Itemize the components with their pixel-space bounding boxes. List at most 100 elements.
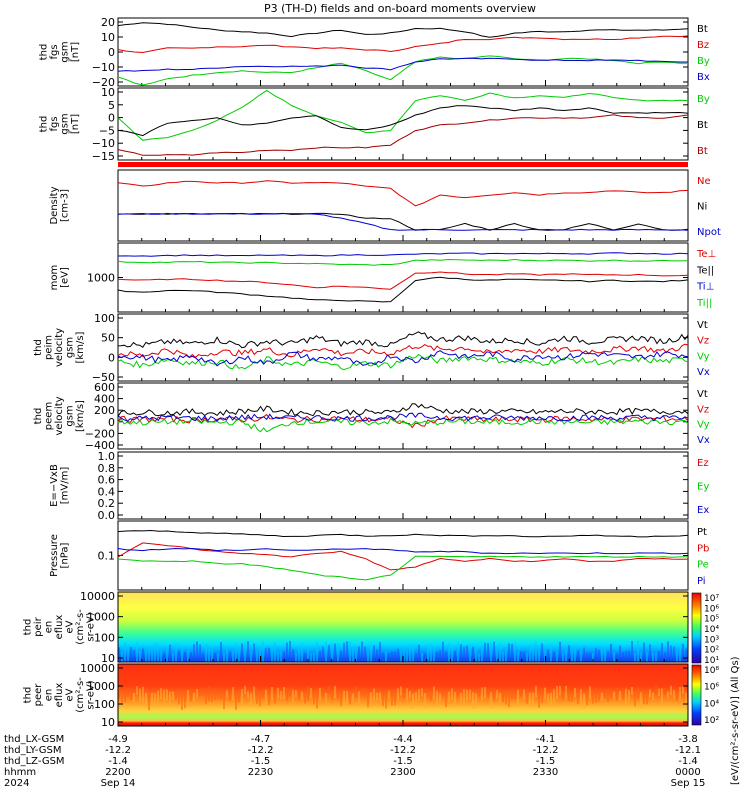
legend-Ne: Ne	[697, 176, 711, 187]
footer-value: -12.2	[105, 745, 131, 756]
ytick-label: 20	[101, 16, 115, 29]
legend-Bt: Bt	[697, 120, 708, 131]
legend-Ez: Ez	[697, 458, 709, 469]
ytick-label: 10000	[80, 662, 115, 675]
footer-row-label: thd_LY-GSM	[4, 745, 61, 756]
series-line-Vx	[117, 350, 689, 367]
ytick-label: 1000	[87, 680, 115, 693]
ylabel-line: fgs	[49, 116, 60, 131]
legend-Ni: Ni	[697, 202, 707, 213]
ytick-label: 1.0	[98, 450, 116, 463]
ylabel-line: gsm	[65, 337, 76, 358]
ylabel-line: [mV/m]	[59, 467, 70, 505]
footer-value: -12.2	[390, 745, 416, 756]
footer-row-label: thd_LZ-GSM	[4, 756, 65, 767]
footer-value: 2300	[390, 767, 415, 778]
ytick-label: 100	[94, 312, 115, 325]
ytick-label: 0.0	[98, 509, 116, 522]
colorbar-tick-label: 10⁶	[704, 604, 719, 614]
legend-Pe: Pe	[697, 560, 709, 571]
footer-value: Sep 15	[671, 778, 706, 789]
legend-Bt: Bt	[697, 24, 708, 35]
footer-value: 2230	[248, 767, 273, 778]
footer-value: -4.7	[251, 734, 271, 745]
series-line-Bt	[117, 105, 689, 137]
ytick-label: 200	[94, 404, 115, 417]
legend-Pt: Pt	[697, 527, 707, 538]
ylabel-line: E=−VxB	[49, 464, 60, 507]
legend-Pi: Pi	[697, 576, 706, 587]
data-quality-bar	[118, 162, 688, 167]
ytick-label: 100	[94, 698, 115, 711]
colorbar-tick-label: 10⁶	[704, 683, 719, 693]
ylabel-line: en	[44, 621, 55, 634]
ytick-label: 0	[108, 351, 115, 364]
colorbar-tick-label: 10¹	[704, 656, 719, 666]
panel-peim_velocity: 100 50 0 −50 thd peim velocity gsm [km/s] Vt Vz Vy V…	[33, 312, 710, 384]
legend-Vz: Vz	[697, 336, 709, 347]
footer-value: -1.5	[393, 756, 413, 767]
footer-value: -1.5	[536, 756, 556, 767]
ytick-label: −5	[99, 124, 115, 137]
ytick-label: 600	[94, 381, 115, 394]
peim_velocity-frame	[117, 313, 689, 382]
series-line-Ne	[117, 180, 689, 207]
ylabel-line: Pressure	[49, 534, 60, 577]
colorbar-upper	[691, 592, 702, 664]
colorbar-lower	[691, 664, 702, 726]
ylabel-line: thd	[33, 408, 44, 425]
ylabel-line: (cm²-s-	[75, 609, 86, 645]
legend-Bt: Bt	[697, 146, 708, 157]
panel-peer_spectrogram: 10000 1000 100 10 thd peer en eflux eV (cm²-s-sr-…	[23, 662, 689, 729]
legend-Vx: Vx	[697, 367, 710, 378]
ylabel-line: eV	[65, 620, 76, 633]
ytick-label: −200	[85, 427, 115, 440]
panel-density: Density [cm-3] Ne Ni Npot	[49, 169, 721, 242]
ytick-label: 50	[101, 332, 115, 345]
colorbar-tick-label: 10²	[704, 646, 719, 656]
ytick-label: −15	[92, 150, 115, 163]
legend-Ti||: Ti||	[696, 298, 712, 309]
series-line-Bz	[117, 35, 689, 54]
footer-value: -4.1	[536, 734, 556, 745]
efield-frame	[117, 451, 689, 520]
footer-value: -4.9	[108, 734, 128, 745]
ytick-label: 100	[94, 631, 115, 644]
ytick-label: 1000	[87, 611, 115, 624]
footer-value: -4.4	[393, 734, 413, 745]
series-line-Vx	[117, 412, 689, 422]
fgs_gsm_2-frame	[117, 87, 689, 161]
ylabel-line: Density	[49, 186, 60, 224]
ylabel-line: fgs	[49, 44, 60, 59]
ylabel-line: [km/s]	[75, 331, 86, 363]
legend-Vt: Vt	[697, 320, 708, 331]
ylabel-line: gsm	[59, 41, 70, 62]
panel-pressure: 0.1 Pressure [nPa] Pt Pb Pe Pi	[49, 520, 709, 591]
ylabel-line: eV	[65, 688, 76, 701]
legend-Vt: Vt	[697, 389, 708, 400]
ylabel-line: thd	[38, 44, 49, 61]
ylabel-line: [eV]	[59, 267, 70, 288]
series-line-Te⊥	[117, 271, 689, 290]
footer-value: -1.4	[108, 756, 128, 767]
pressure-frame	[117, 520, 689, 591]
footer-row-label: hhmm	[4, 767, 36, 778]
ytick-label: 0	[108, 416, 115, 429]
ylabel-line: thd	[23, 687, 34, 704]
footer-value: 0000	[675, 767, 700, 778]
series-line-Pt	[117, 529, 689, 538]
ytick-label: 0.8	[98, 462, 116, 475]
ytick-label: 0.1	[98, 550, 116, 563]
series-line-Bt	[117, 114, 689, 156]
panel-efield: 1.00.80.60.40.20.0 E=−VxB [mV/m] Ez Ey Ex	[49, 450, 710, 522]
legend-Bx: Bx	[697, 72, 710, 83]
footer-value: -12.1	[675, 745, 701, 756]
legend-By: By	[697, 56, 710, 67]
ylabel-line: gsm	[65, 405, 76, 426]
series-line-Ti⊥	[117, 252, 689, 257]
ylabel-line: en	[44, 689, 55, 702]
